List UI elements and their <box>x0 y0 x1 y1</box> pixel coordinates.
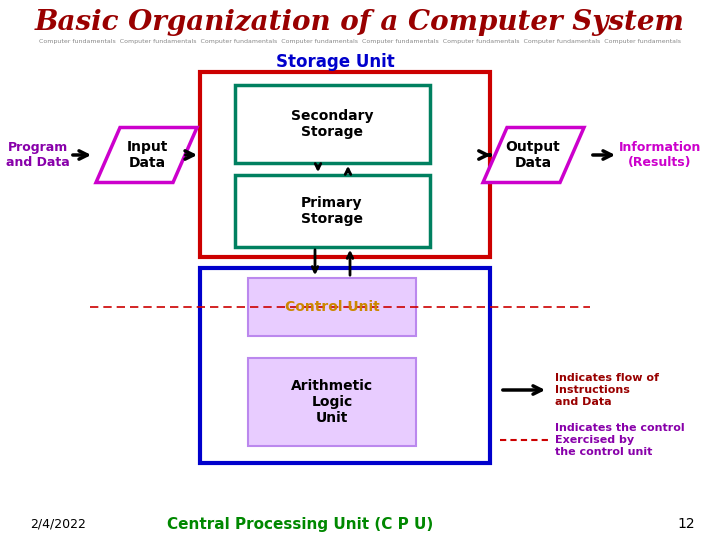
Text: Information
(Results): Information (Results) <box>618 141 701 169</box>
Bar <box>235 175 430 247</box>
Text: Arithmetic
Logic
Unit: Arithmetic Logic Unit <box>291 379 373 425</box>
Text: Program
and Data: Program and Data <box>6 141 70 169</box>
Text: Indicates the control
Exercised by
the control unit: Indicates the control Exercised by the c… <box>555 423 685 457</box>
Text: Secondary
Storage: Secondary Storage <box>291 109 373 139</box>
Text: Storage Unit: Storage Unit <box>276 53 395 71</box>
Text: 12: 12 <box>678 517 695 531</box>
Text: Central Processing Unit (C P U): Central Processing Unit (C P U) <box>167 516 433 531</box>
Bar <box>200 268 490 463</box>
Text: Basic Organization of a Computer System: Basic Organization of a Computer System <box>35 9 685 36</box>
Bar <box>235 85 430 163</box>
Text: Primary
Storage: Primary Storage <box>301 196 363 226</box>
Text: Computer fundamentals  Computer fundamentals  Computer fundamentals  Computer fu: Computer fundamentals Computer fundament… <box>39 39 681 44</box>
Text: 2/4/2022: 2/4/2022 <box>30 517 86 530</box>
Bar <box>248 278 416 336</box>
Polygon shape <box>96 127 197 183</box>
Text: Indicates flow of
Instructions
and Data: Indicates flow of Instructions and Data <box>555 373 659 407</box>
Text: Control Unit: Control Unit <box>284 300 379 314</box>
Polygon shape <box>483 127 584 183</box>
Bar <box>248 358 416 446</box>
Text: Input
Data: Input Data <box>126 140 168 170</box>
Text: Output
Data: Output Data <box>505 140 560 170</box>
Bar <box>200 72 490 257</box>
